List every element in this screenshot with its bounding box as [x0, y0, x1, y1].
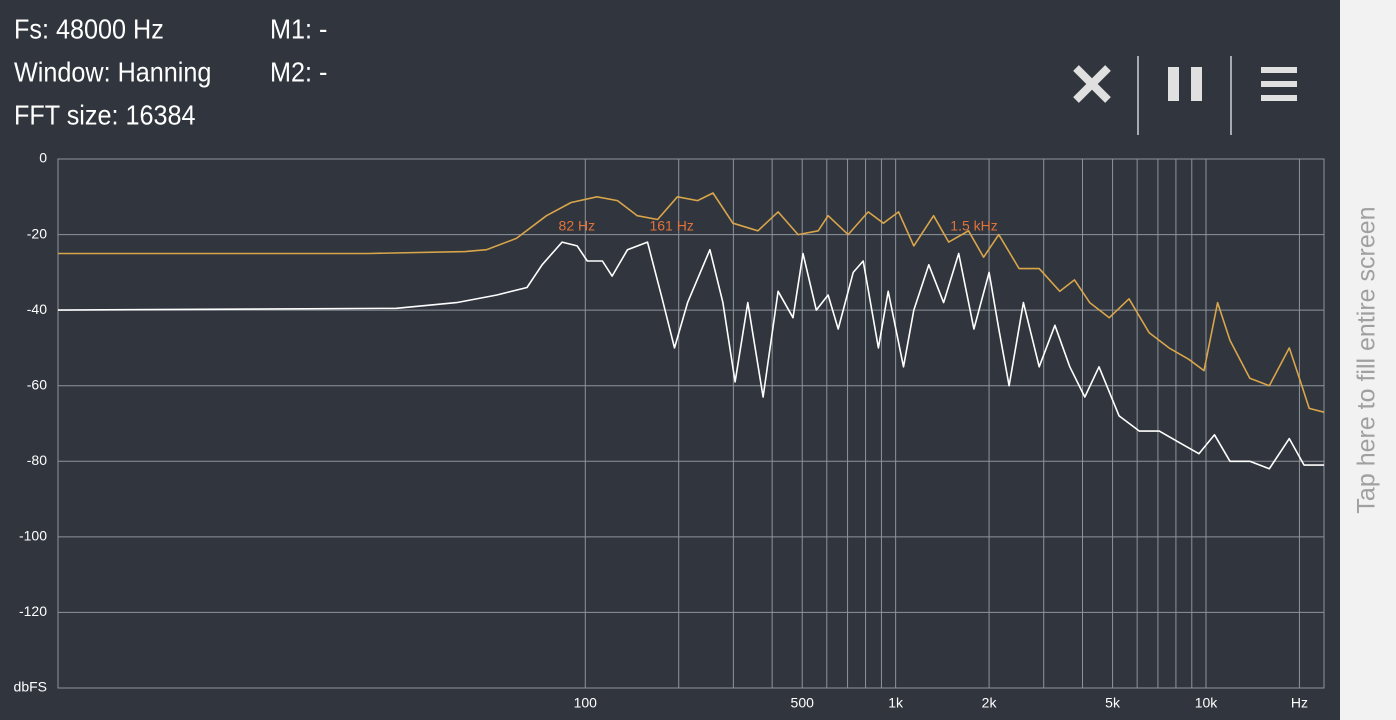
- fullscreen-hint[interactable]: Tap here to fill entire screen: [1353, 206, 1381, 513]
- x-tick-label: Hz: [1291, 695, 1308, 711]
- y-tick-label: -80: [27, 452, 47, 468]
- y-tick-label: -120: [19, 603, 47, 619]
- y-tick-label: -40: [27, 301, 47, 317]
- spectrum-line: [58, 192, 1325, 413]
- background: [0, 0, 1340, 720]
- x-tick-label: 1k: [888, 695, 904, 711]
- fft-label: FFT size: 16384: [14, 99, 196, 131]
- y-tick-label: -100: [19, 528, 47, 544]
- y-tick-label: -20: [27, 225, 47, 241]
- m2-label: M2: -: [270, 56, 327, 88]
- fs-label: Fs: 48000 Hz: [14, 13, 164, 45]
- close-button[interactable]: [1073, 65, 1111, 103]
- peak-label: 161 Hz: [649, 218, 693, 234]
- spectrum-line: [57, 241, 1324, 470]
- menu-button[interactable]: [1261, 67, 1297, 101]
- y-tick-label: -60: [27, 376, 47, 392]
- y-tick-label: dbFS: [14, 679, 47, 695]
- x-tick-label: 5k: [1105, 695, 1121, 711]
- m1-label: M1: -: [270, 13, 327, 45]
- x-tick-label: 100: [574, 695, 598, 711]
- info-left: Fs: 48000 Hz Window: Hanning FFT size: 1…: [14, 13, 211, 131]
- y-tick-label: 0: [39, 150, 47, 166]
- x-tick-label: 500: [791, 695, 815, 711]
- window-label: Window: Hanning: [14, 56, 211, 88]
- x-tick-label: 10k: [1195, 695, 1219, 711]
- peak-label: 82 Hz: [559, 218, 596, 234]
- info-markers: M1: - M2: -: [270, 13, 327, 88]
- x-tick-label: 2k: [982, 695, 998, 711]
- plot: 0 -20 -40 -60 -80 -100 -120 dbFS 100 500 1k 2k 5k 10k…: [14, 150, 1325, 711]
- fullscreen-strip[interactable]: [1340, 0, 1396, 720]
- peak-label: 1.5 kHz: [950, 218, 997, 234]
- pause-button[interactable]: [1168, 67, 1202, 101]
